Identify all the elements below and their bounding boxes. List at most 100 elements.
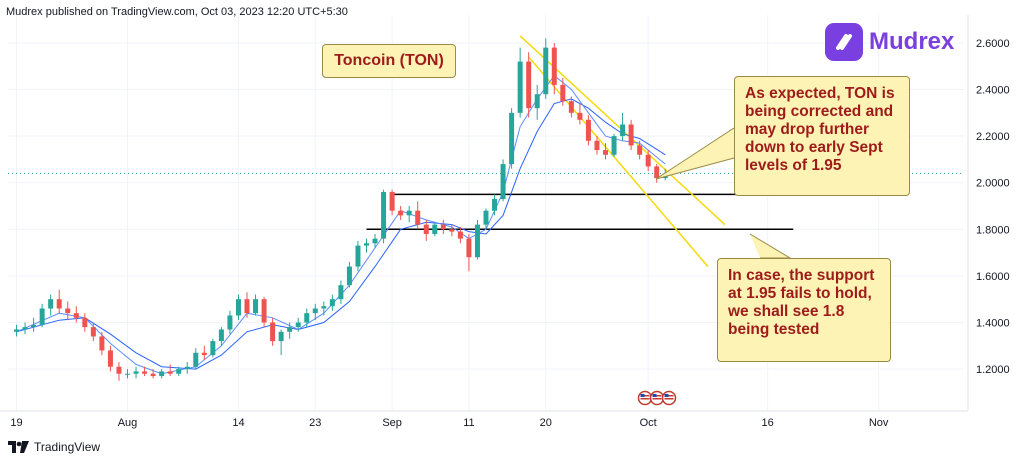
candle[interactable] [440,219,446,234]
candle[interactable] [133,366,139,379]
candle[interactable] [184,362,190,374]
candle[interactable] [125,369,130,379]
candle[interactable] [90,322,96,342]
candle[interactable] [244,292,250,318]
candle[interactable] [568,96,574,118]
candle[interactable] [287,322,293,339]
candle[interactable] [176,366,182,377]
annotation-support-note: In case, the support at 1.95 fails to ho… [717,258,891,362]
candle[interactable] [22,322,28,335]
candle[interactable] [39,303,45,328]
candle[interactable] [99,331,105,356]
y-tick-label: 2.2000 [976,131,1010,143]
mudrex-logo-icon [825,23,863,61]
candle[interactable] [585,115,591,146]
x-tick-label: 19 [10,417,22,429]
candle[interactable] [628,119,634,151]
candle[interactable] [116,362,122,381]
tradingview-logo-icon [8,441,29,453]
candle[interactable] [338,280,344,304]
candle[interactable] [372,233,378,248]
candle[interactable] [560,77,566,106]
candle[interactable] [406,206,412,223]
us-flag-event-icon[interactable] [649,390,665,406]
candle[interactable] [415,201,421,230]
candle[interactable] [500,159,506,202]
tradingview-label: TradingView [34,440,101,454]
candle[interactable] [611,133,617,158]
x-tick-label: 23 [309,417,321,429]
candle[interactable] [346,261,352,288]
candle[interactable] [364,238,369,253]
candle[interactable] [637,140,643,160]
candle[interactable] [492,194,498,216]
candle[interactable] [235,294,241,321]
us-flag-event-icon[interactable] [637,390,653,406]
candle[interactable] [654,164,660,183]
candle[interactable] [218,327,224,346]
tradingview-branding[interactable]: TradingView [8,440,100,454]
candle[interactable] [483,208,489,230]
candle[interactable] [577,103,583,125]
candle[interactable] [321,301,327,316]
candle[interactable] [261,296,267,328]
candle[interactable] [645,150,651,172]
candle[interactable] [159,369,165,379]
candle[interactable] [594,136,600,155]
candle[interactable] [466,233,472,272]
candle[interactable] [517,47,523,118]
us-flag-event-icon[interactable] [661,390,677,406]
candle[interactable] [398,206,404,220]
candle[interactable] [457,226,463,244]
candle[interactable] [534,84,540,120]
x-tick-label: 16 [762,417,774,429]
candle[interactable] [201,345,207,360]
mudrex-logo-text: Mudrex [869,28,955,55]
y-tick-label: 2.0000 [976,178,1010,190]
moving-average-fast [16,74,666,375]
candle[interactable] [543,38,549,99]
candle[interactable] [449,224,455,237]
candle[interactable] [304,308,310,328]
y-tick-label: 1.4000 [976,317,1010,329]
candle[interactable] [107,345,113,372]
descending-channel-line[interactable] [528,56,709,268]
candle[interactable] [551,42,557,95]
candle[interactable] [167,364,173,377]
candle[interactable] [210,338,216,358]
candle[interactable] [142,366,148,377]
candle[interactable] [73,306,79,323]
candle[interactable] [295,317,301,332]
candle[interactable] [389,189,395,216]
x-tick-label: Nov [869,417,889,429]
candle[interactable] [432,222,438,237]
callout-pointer-1 [655,127,735,180]
candle[interactable] [14,324,20,337]
candle[interactable] [65,301,71,321]
candle[interactable] [381,189,387,244]
candle[interactable] [329,294,335,311]
candle[interactable] [270,317,276,346]
y-tick-label: 2.6000 [976,38,1010,50]
candle[interactable] [150,369,156,379]
candle[interactable] [253,294,259,316]
candle[interactable] [48,294,54,316]
candle[interactable] [423,219,429,241]
candle[interactable] [82,313,88,332]
candle[interactable] [278,329,284,356]
candle[interactable] [509,108,515,169]
candle[interactable] [620,112,626,141]
x-tick-label: 20 [540,417,552,429]
x-tick-label: 14 [232,417,244,429]
candle[interactable] [193,348,199,370]
candle[interactable] [355,240,361,272]
candle[interactable] [526,52,532,118]
candle[interactable] [56,289,62,314]
candle[interactable] [312,303,318,321]
candle[interactable] [474,219,480,260]
candle[interactable] [31,317,37,332]
candle[interactable] [603,143,608,160]
candle[interactable] [227,310,233,335]
y-tick-label: 2.4000 [976,85,1010,97]
